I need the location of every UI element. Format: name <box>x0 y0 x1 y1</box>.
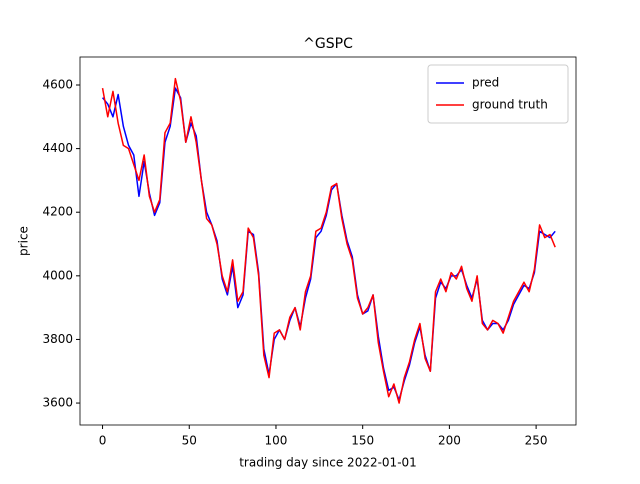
x-tick-label: 150 <box>351 434 374 448</box>
y-tick-label: 4600 <box>42 77 73 91</box>
y-tick-label: 4000 <box>42 268 73 282</box>
legend-label: pred <box>472 76 499 90</box>
x-axis-label: trading day since 2022-01-01 <box>239 456 417 470</box>
x-tick-label: 250 <box>525 434 548 448</box>
x-tick-label: 100 <box>265 434 288 448</box>
series-line <box>101 77 556 404</box>
legend-label: ground truth <box>472 98 548 112</box>
x-tick-label: 200 <box>438 434 461 448</box>
plot-frame <box>79 56 577 426</box>
x-tick-label: 0 <box>99 434 107 448</box>
y-tick-label: 4400 <box>42 141 73 155</box>
y-tick-label: 4200 <box>42 205 73 219</box>
y-tick-label: 3800 <box>42 332 73 346</box>
x-tick-label: 50 <box>182 434 197 448</box>
y-axis-label: price <box>17 226 31 256</box>
chart-title: ^GSPC <box>303 36 353 52</box>
legend-box <box>427 64 569 124</box>
y-tick-label: 3600 <box>42 396 73 410</box>
